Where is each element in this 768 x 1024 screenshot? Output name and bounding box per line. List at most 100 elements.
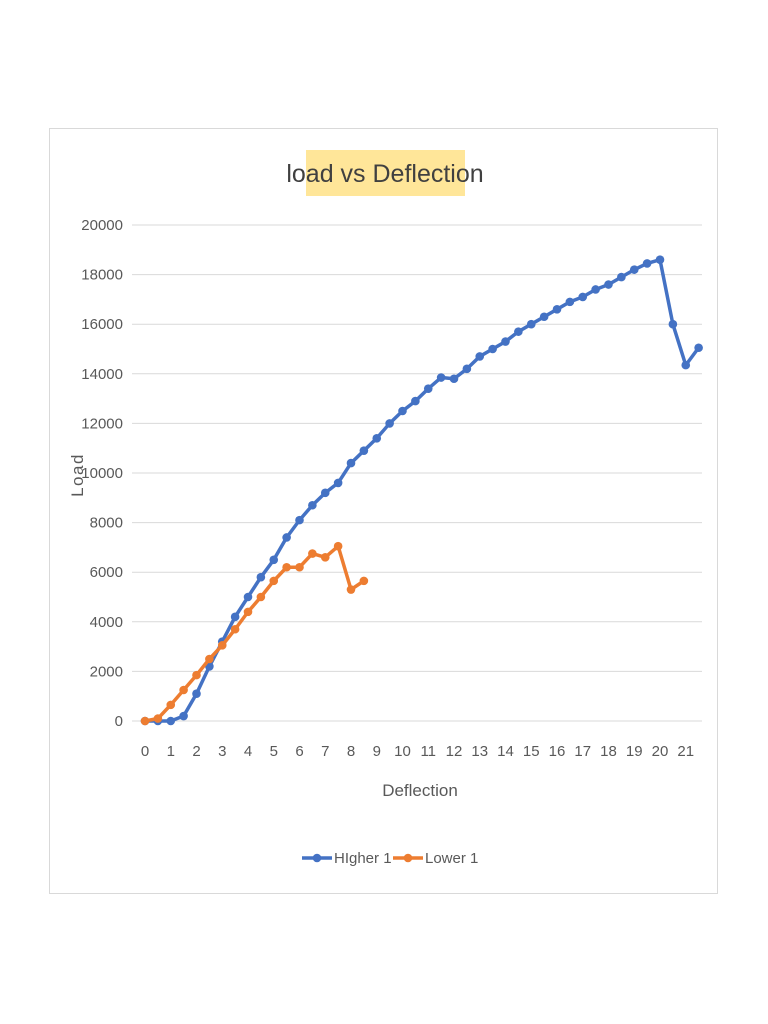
data-point <box>475 352 485 361</box>
data-point <box>205 654 214 664</box>
x-tick-label: 10 <box>394 743 411 760</box>
data-point <box>192 689 201 699</box>
data-point <box>256 572 266 582</box>
chart-frame: load vs Deflection 0 2000 4000 6000 8000 1000… <box>49 128 718 894</box>
chart-title: load vs Deflection <box>286 160 483 188</box>
data-point <box>192 670 201 680</box>
data-point <box>488 344 497 354</box>
series-1 <box>140 255 703 726</box>
data-point <box>617 272 626 282</box>
data-point <box>346 585 356 594</box>
data-point <box>462 364 472 374</box>
y-tick-label: 2000 <box>90 663 123 680</box>
x-tick-label: 1 <box>167 743 175 760</box>
y-tick-label: 6000 <box>90 564 123 581</box>
x-tick-label: 15 <box>523 743 540 760</box>
series-layer <box>140 255 703 726</box>
data-point <box>269 576 279 586</box>
legend-label: Lower 1 <box>425 850 478 867</box>
data-point <box>320 553 330 562</box>
x-tick-label: 7 <box>321 743 329 760</box>
data-point <box>591 285 600 294</box>
data-point <box>436 373 446 382</box>
data-point <box>269 555 279 565</box>
y-tick-label: 14000 <box>81 366 123 383</box>
y-tick-label: 10000 <box>81 465 123 482</box>
data-point <box>230 624 240 634</box>
y-tick-label: 12000 <box>81 415 123 432</box>
data-point <box>372 433 382 443</box>
x-tick-label: 6 <box>295 743 303 760</box>
data-point <box>217 641 227 650</box>
x-tick-label: 21 <box>677 743 694 760</box>
data-point <box>578 292 588 302</box>
legend-item: Lower 1 <box>393 850 478 867</box>
data-point <box>398 406 407 416</box>
data-point <box>423 384 433 393</box>
data-point <box>333 541 343 551</box>
data-point <box>411 396 420 406</box>
x-tick-label: 5 <box>270 743 278 760</box>
data-point <box>604 280 613 289</box>
x-tick-label: 17 <box>574 743 591 760</box>
chart-title-background <box>306 150 465 196</box>
x-tick-label: 4 <box>244 743 252 760</box>
x-axis-tick-labels: 0 1 2 3 4 5 6 7 8 9 10 11 12 13 14 15 16 17 18 19 20 21 <box>141 743 694 760</box>
data-point <box>179 711 188 721</box>
x-axis-title: Deflection <box>382 781 458 800</box>
gridlines <box>132 224 702 722</box>
data-point <box>295 515 304 525</box>
data-point <box>681 360 691 370</box>
y-tick-label: 18000 <box>81 267 123 284</box>
series-2 <box>140 541 369 726</box>
data-point <box>501 337 510 346</box>
x-tick-label: 2 <box>192 743 200 760</box>
data-point <box>359 446 369 455</box>
data-point <box>282 562 291 572</box>
y-axis-title: Load <box>68 453 87 497</box>
data-point <box>256 592 266 602</box>
data-point <box>359 576 369 586</box>
data-point <box>295 562 304 572</box>
y-tick-label: 20000 <box>81 217 123 234</box>
data-point <box>552 305 562 314</box>
y-tick-label: 0 <box>115 713 123 730</box>
data-point <box>346 458 356 468</box>
x-tick-label: 0 <box>141 743 149 760</box>
x-tick-label: 11 <box>420 743 436 760</box>
data-point <box>166 716 176 726</box>
data-point <box>230 612 240 622</box>
data-point <box>308 500 317 510</box>
data-point <box>526 319 536 329</box>
x-tick-label: 13 <box>471 743 488 760</box>
data-point <box>668 319 678 329</box>
data-point <box>565 297 575 307</box>
y-tick-label: 4000 <box>90 614 123 631</box>
legend-swatch-marker <box>403 853 413 863</box>
x-tick-label: 3 <box>218 743 226 760</box>
data-point <box>642 259 652 268</box>
data-point <box>320 488 330 498</box>
data-point <box>179 685 188 695</box>
legend: HIgher 1 Lower 1 <box>302 850 478 867</box>
x-tick-label: 18 <box>600 743 617 760</box>
x-tick-label: 14 <box>497 743 514 760</box>
x-tick-label: 20 <box>652 743 669 760</box>
data-point <box>308 549 317 558</box>
data-point <box>243 592 253 602</box>
data-point <box>694 343 703 353</box>
chart-svg: load vs Deflection 020004000600080001000… <box>68 150 703 867</box>
data-point <box>514 327 523 336</box>
data-point <box>243 607 253 617</box>
y-axis-tick-labels: 0 2000 4000 6000 8000 10000 12000 14000 16000 180… <box>81 217 123 730</box>
data-point <box>449 374 459 384</box>
data-point <box>282 533 291 542</box>
legend-swatch-marker <box>312 853 322 863</box>
x-tick-label: 12 <box>446 743 463 760</box>
legend-label: HIgher 1 <box>334 850 392 867</box>
data-point <box>333 478 343 488</box>
y-tick-label: 16000 <box>81 316 123 333</box>
data-point <box>629 265 639 274</box>
series-line <box>143 257 701 723</box>
x-tick-label: 9 <box>373 743 381 760</box>
